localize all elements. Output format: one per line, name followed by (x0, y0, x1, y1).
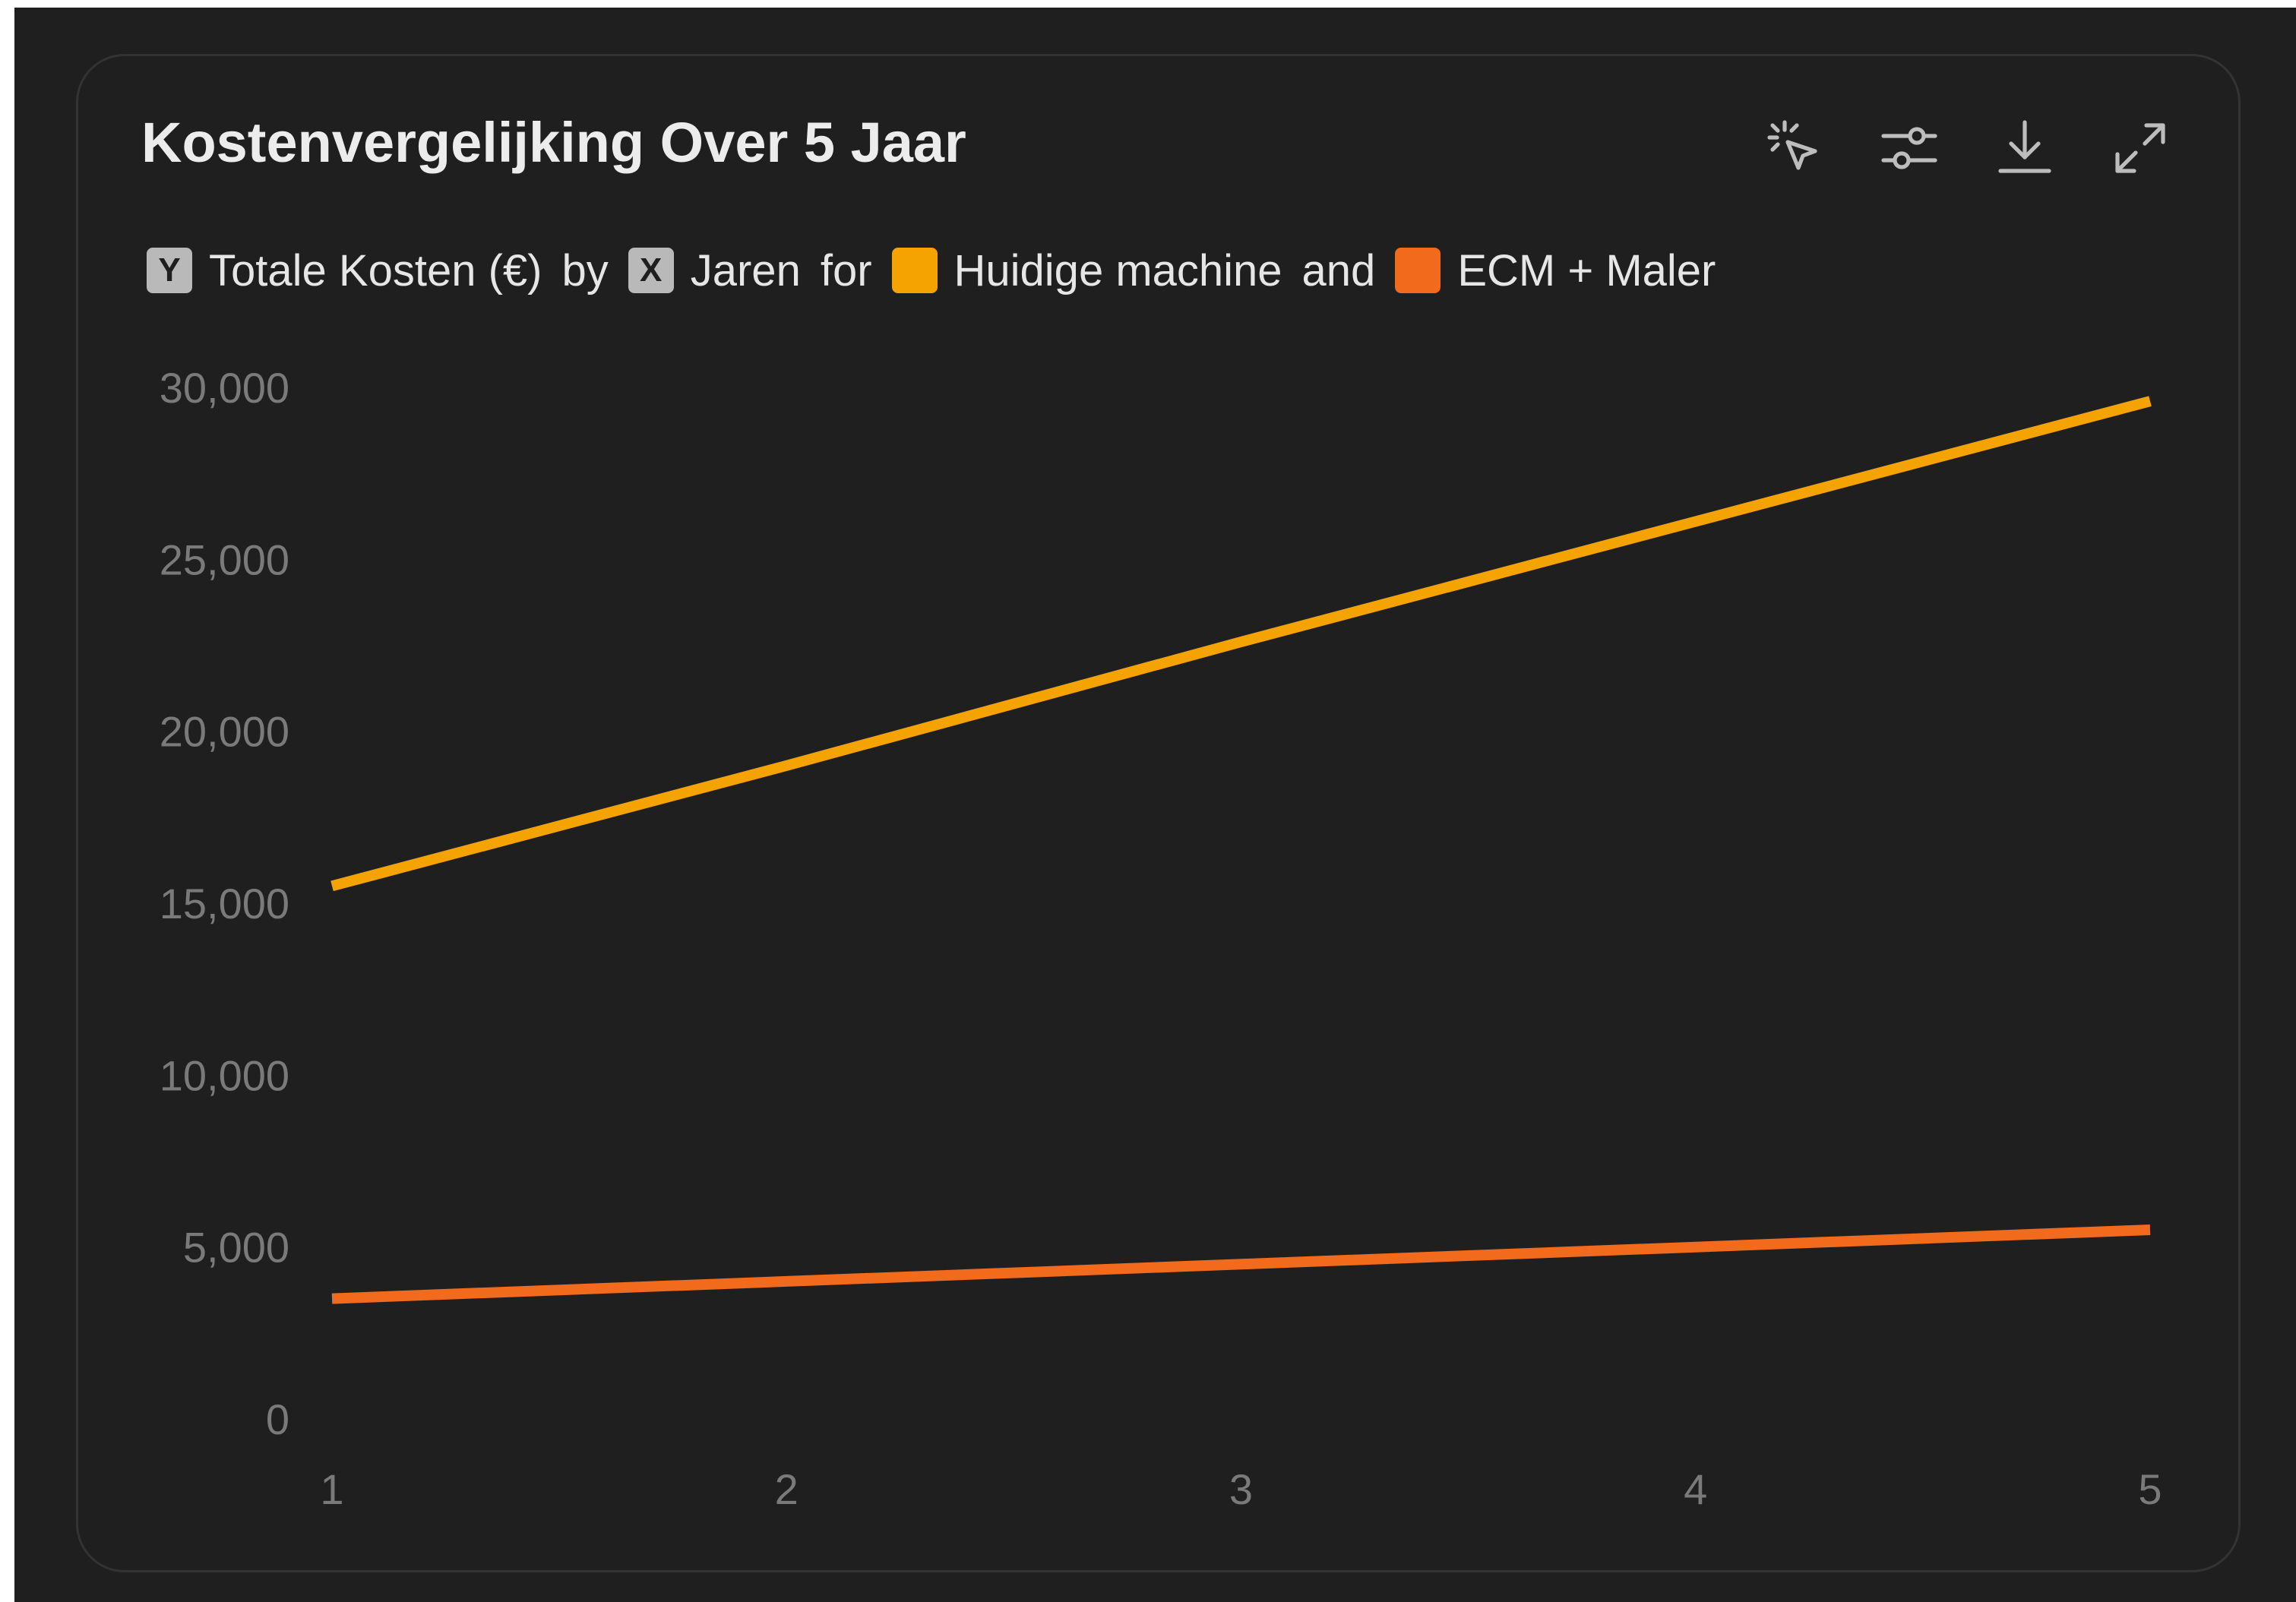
select-pointer-icon (1767, 120, 1817, 170)
chart-legend: Y Totale Kosten (€) by X Jaren for Huidi… (147, 243, 1735, 298)
expand-icon (2115, 123, 2165, 173)
chart-card (76, 54, 2241, 1572)
select-pointer-button[interactable] (1760, 114, 1828, 182)
x-tick-label: 5 (2138, 1465, 2162, 1513)
chart-toolbar (1760, 114, 2174, 182)
y-tick-label: 10,000 (160, 1051, 289, 1099)
x-tick-label: 2 (775, 1465, 799, 1513)
legend-label-huidige-machine[interactable]: Huidige machine (954, 245, 1282, 295)
y-tick-label: 15,000 (160, 880, 289, 927)
y-axis-label: Totale Kosten (€) (209, 245, 542, 295)
series-line-huidige-machine[interactable] (330, 396, 2152, 892)
settings-button[interactable] (1875, 114, 1943, 182)
sliders-icon (1881, 127, 1937, 169)
legend-for-word: for (820, 245, 872, 295)
x-tick-label: 3 (1229, 1465, 1253, 1513)
legend-swatch-huidige-machine[interactable] (891, 248, 938, 293)
expand-button[interactable] (2106, 114, 2174, 182)
legend-label-ecm-maler[interactable]: ECM + Maler (1457, 245, 1716, 295)
y-tick-label: 5,000 (183, 1224, 289, 1272)
y-axis-chip: Y (147, 248, 192, 293)
download-button[interactable] (1991, 114, 2059, 182)
chart-title: Kostenvergelijking Over 5 Jaar (141, 111, 966, 174)
x-axis-label: Jaren (690, 245, 801, 295)
y-axis-ticks: 0 5,000 10,000 15,000 20,000 25,000 30,000 (160, 364, 289, 1443)
x-tick-label: 1 (320, 1465, 343, 1513)
x-tick-label: 4 (1684, 1465, 1707, 1513)
y-tick-label: 30,000 (160, 364, 289, 412)
x-axis-chip: X (628, 248, 674, 293)
y-tick-label: 20,000 (160, 708, 289, 756)
legend-swatch-ecm-maler[interactable] (1395, 248, 1441, 293)
series-line-ecm-maler[interactable] (331, 1224, 2151, 1304)
legend-by-word: by (561, 245, 609, 295)
download-icon (1998, 120, 2051, 173)
series-lines (330, 396, 2152, 1304)
y-tick-label: 0 (266, 1395, 289, 1443)
y-tick-label: 25,000 (160, 536, 289, 583)
x-axis-ticks: 1 2 3 4 5 (320, 1465, 2162, 1513)
legend-and-word: and (1301, 245, 1376, 295)
